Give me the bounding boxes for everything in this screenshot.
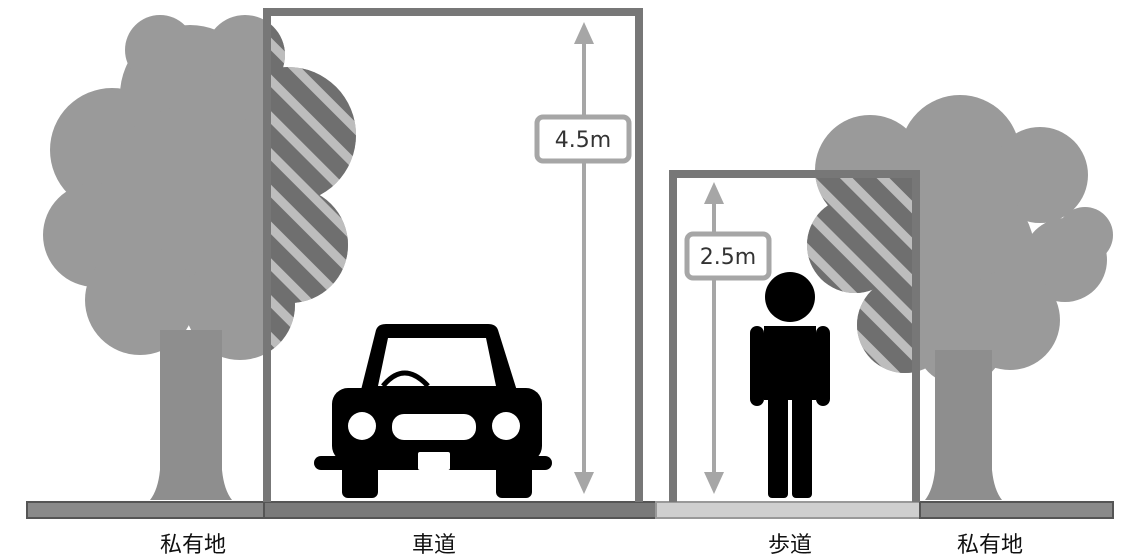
tree-left-icon	[43, 15, 356, 500]
ground	[26, 501, 1114, 519]
roadway-height-arrow	[574, 22, 594, 494]
label-sidewalk: 歩道	[768, 533, 812, 558]
sidewalk-clearance-frame	[669, 170, 920, 502]
ground-sidewalk	[655, 501, 921, 519]
ground-private-left	[26, 501, 265, 519]
ground-private-right	[919, 501, 1114, 519]
label-private-land-right: 私有地	[957, 533, 1023, 558]
sidewalk-height-arrow	[704, 182, 724, 494]
sidewalk-dimension-text: 2.5m	[700, 245, 756, 270]
roadway-dimension-label: 4.5m	[534, 114, 632, 164]
tree-right-icon	[807, 95, 1113, 500]
car-icon	[314, 324, 552, 498]
label-roadway: 車道	[412, 533, 456, 558]
roadway-dimension-text: 4.5m	[555, 128, 611, 153]
person-icon	[750, 272, 830, 498]
label-private-land-left: 私有地	[160, 533, 226, 558]
roadway-clearance-frame	[263, 8, 643, 502]
ground-roadway	[263, 501, 657, 519]
sidewalk-dimension-label: 2.5m	[684, 231, 772, 281]
tree-left-trunk	[150, 330, 232, 500]
tree-right-trunk	[925, 350, 1002, 500]
